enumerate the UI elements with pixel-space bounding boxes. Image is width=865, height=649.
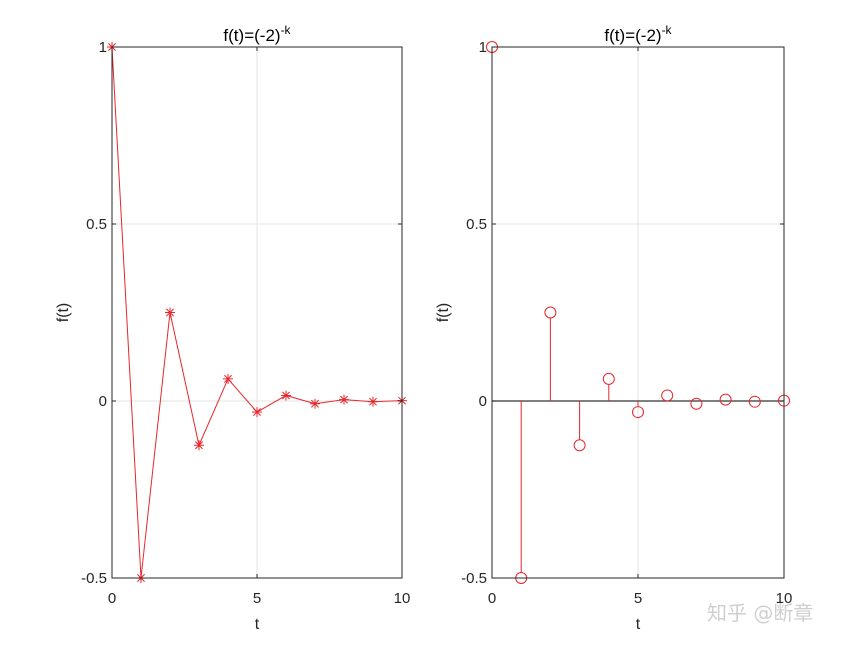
chart0-xtick-label-2: 10 <box>394 590 411 607</box>
chart1-xlabel: t <box>636 616 641 633</box>
chart1-point-5 <box>632 406 644 419</box>
chart1-point-4 <box>602 372 615 385</box>
chart0-ytick-label-3: 1 <box>99 39 107 56</box>
chart1-point-7 <box>690 397 703 410</box>
chart0-point-2 <box>165 307 175 318</box>
chart0-ylabel: f(t) <box>55 303 72 323</box>
chart1-ytick-label-0: -0.5 <box>461 570 487 587</box>
chart0-ytick-label-2: 0.5 <box>86 216 107 233</box>
chart1-point-3 <box>573 439 586 452</box>
chart1-title: f(t)=(-2)-k <box>604 23 672 45</box>
chart0-point-8 <box>339 394 349 405</box>
chart1-xtick-label-0: 0 <box>488 590 496 607</box>
chart1-ylabel: f(t) <box>435 303 452 323</box>
chart0-point-3 <box>194 440 204 451</box>
chart1-ytick-label-1: 0 <box>479 393 487 410</box>
chart1-point-9 <box>748 395 761 408</box>
chart0-xlabel: t <box>255 616 260 633</box>
chart1-ytick-label-3: 1 <box>479 39 487 56</box>
chart0-point-9 <box>368 396 378 407</box>
watermark-text: 知乎 @断章 <box>707 601 813 625</box>
chart0-point-5 <box>252 407 262 418</box>
chart0-ytick-label-1: 0 <box>99 393 107 410</box>
chart1-ytick-label-2: 0.5 <box>466 216 487 233</box>
chart0-point-6 <box>281 390 291 401</box>
chart1-xtick-label-2: 10 <box>776 590 793 607</box>
chart0-title: f(t)=(-2)-k <box>223 23 291 45</box>
chart1-point-8 <box>719 393 732 406</box>
chart1-point-2 <box>544 306 557 319</box>
chart0-xtick-label-1: 5 <box>253 590 261 607</box>
chart1-point-6 <box>661 389 674 402</box>
chart0-ytick-label-0: -0.5 <box>81 570 107 587</box>
chart0-xtick-label-0: 0 <box>108 590 116 607</box>
chart0-point-4 <box>223 373 233 384</box>
chart1-xtick-label-1: 5 <box>634 590 642 607</box>
chart0-point-7 <box>310 398 320 409</box>
